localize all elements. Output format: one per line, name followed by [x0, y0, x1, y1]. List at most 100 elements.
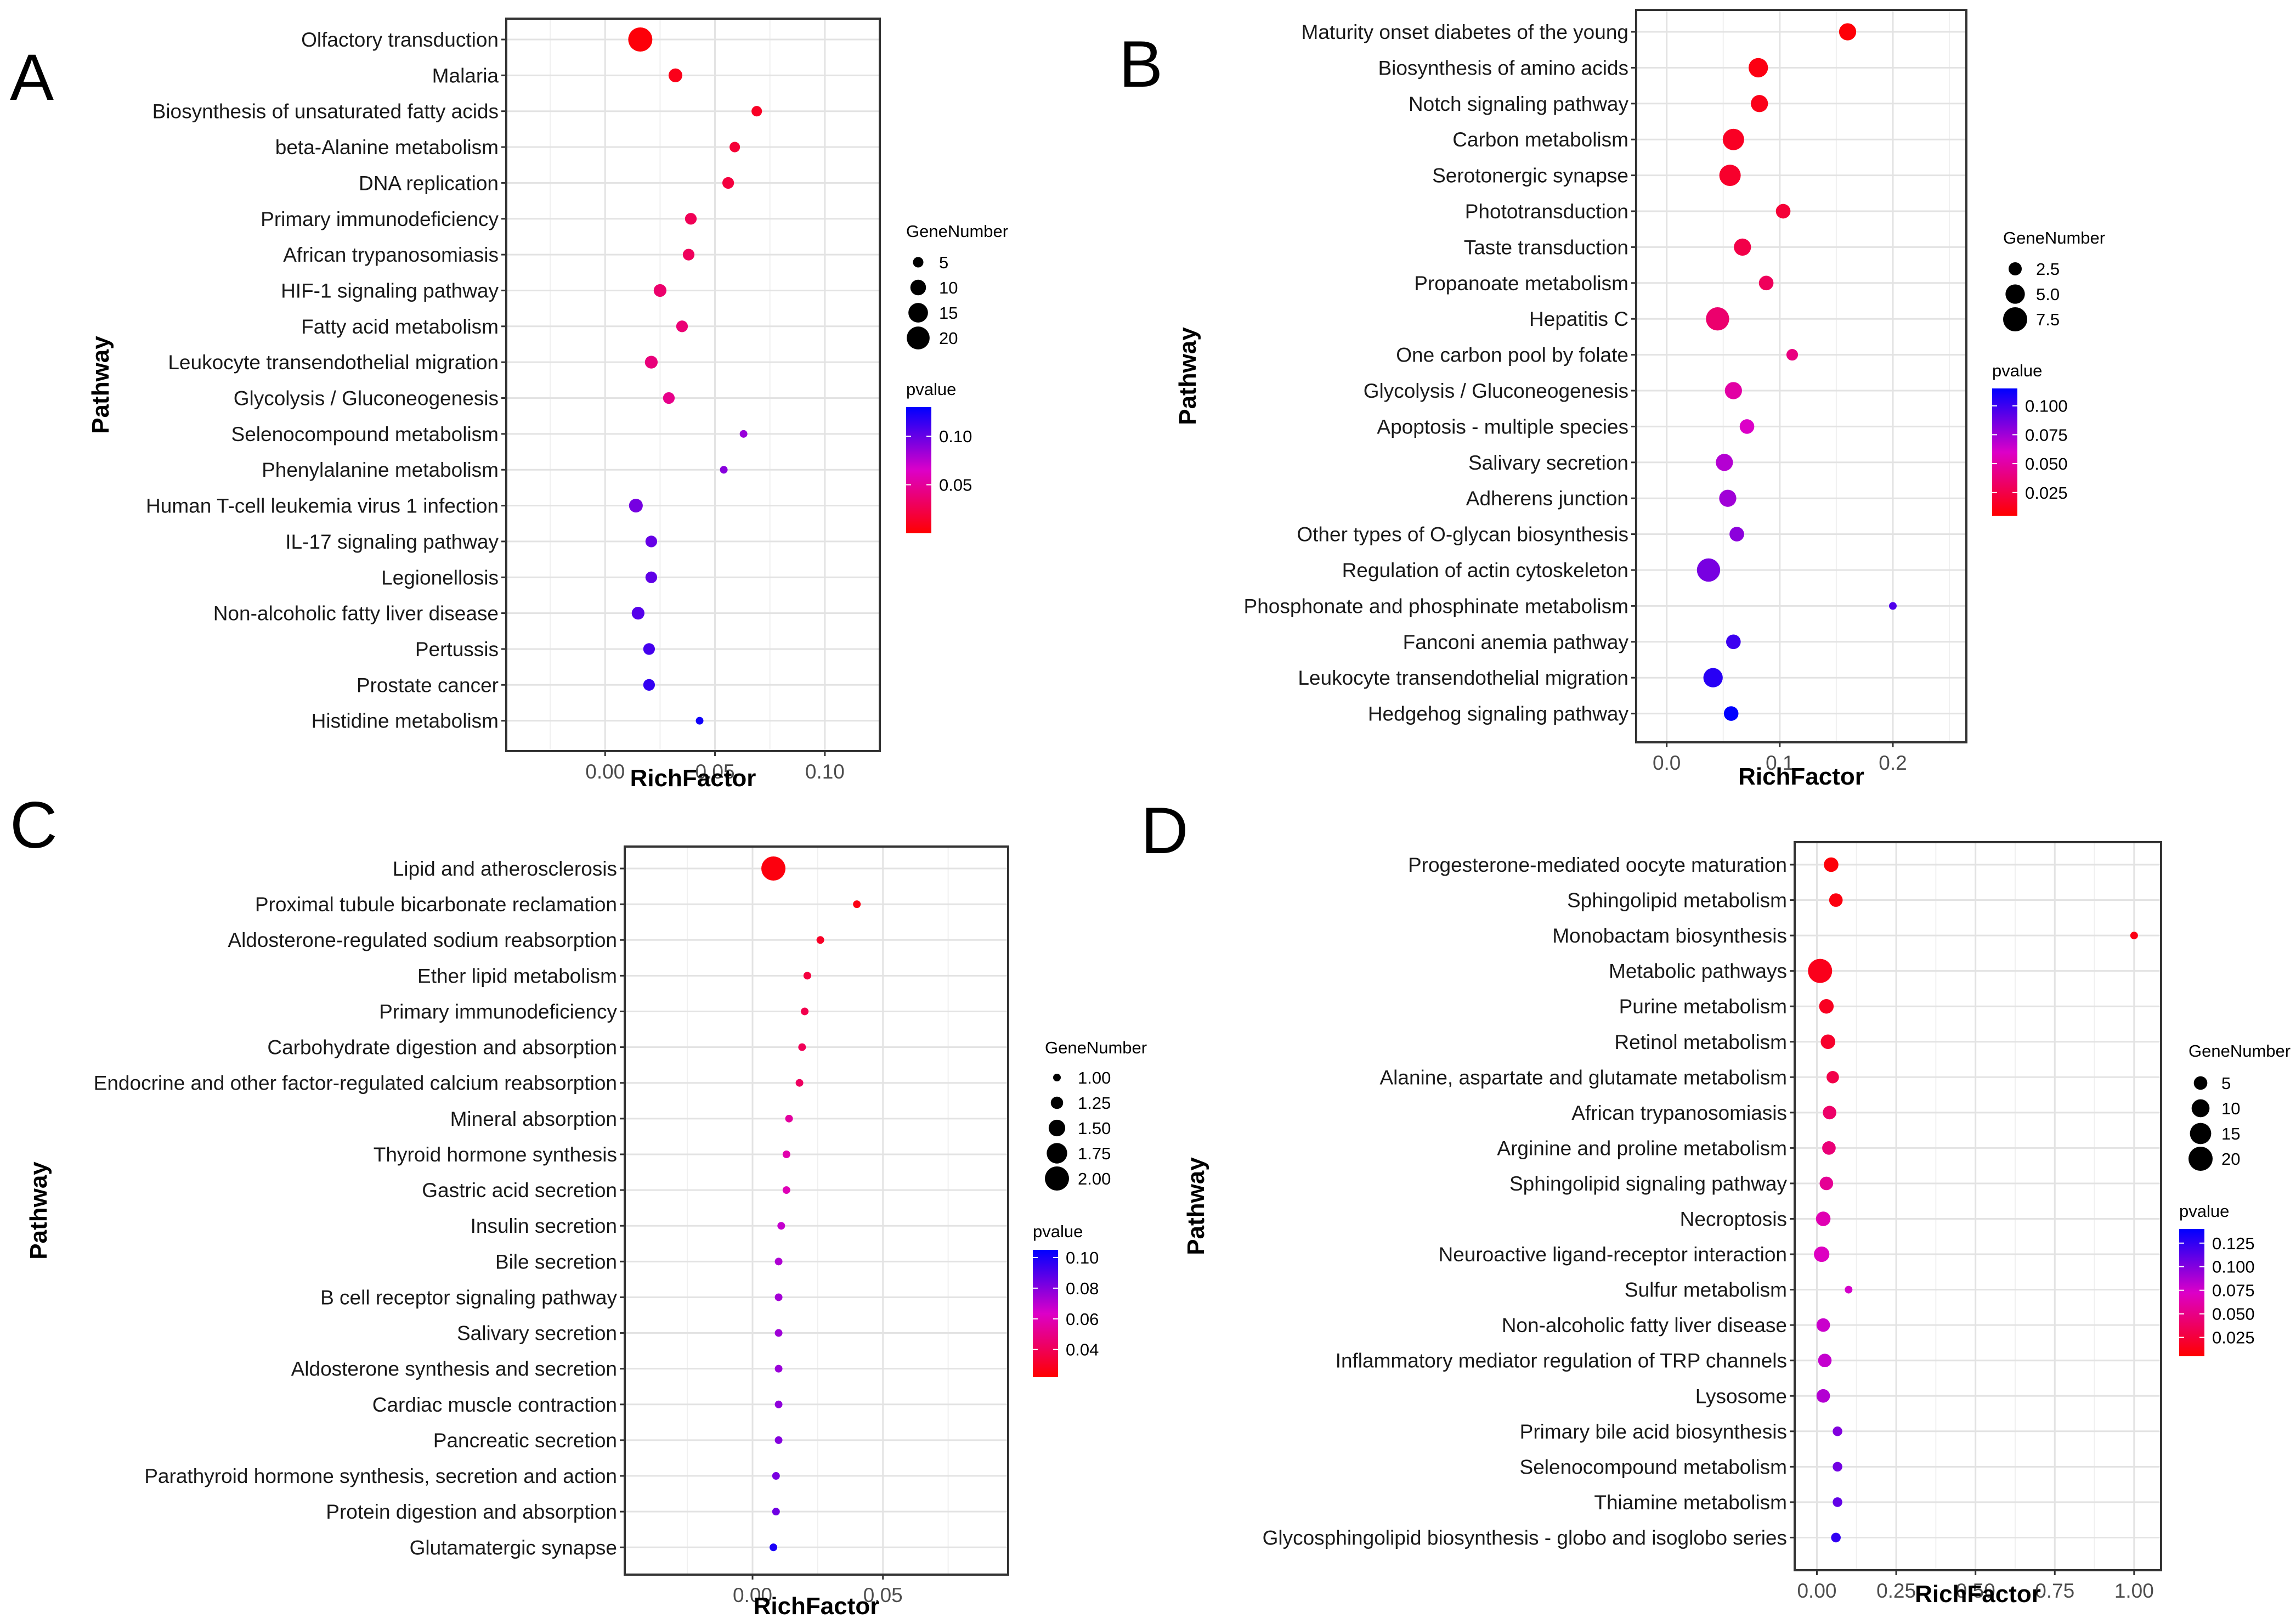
- category-label: Selenocompound metabolism: [231, 423, 499, 446]
- data-point: [1888, 602, 1897, 610]
- category-label: Ether lipid metabolism: [417, 965, 617, 987]
- data-point: [770, 1543, 778, 1552]
- size-legend-dot: [913, 257, 924, 268]
- data-point: [1833, 1462, 1842, 1472]
- category-label: Olfactory transduction: [301, 29, 499, 51]
- category-label: HIF-1 signaling pathway: [281, 279, 499, 302]
- data-point: [1758, 275, 1774, 291]
- data-point: [1716, 454, 1733, 471]
- color-legend-label: 0.08: [1066, 1279, 1099, 1298]
- data-point: [1719, 165, 1741, 187]
- data-point: [1826, 1070, 1839, 1084]
- data-point: [772, 1472, 780, 1480]
- category-label: Lipid and atherosclerosis: [393, 858, 617, 880]
- data-point: [628, 27, 653, 52]
- data-point: [1814, 1246, 1830, 1262]
- size-legend-label: 1.50: [1078, 1119, 1111, 1138]
- category-label: Leukocyte transendothelial migration: [168, 351, 499, 374]
- x-tick-label: 0.00: [1797, 1580, 1836, 1602]
- data-point: [1818, 1354, 1832, 1368]
- data-point: [785, 1114, 793, 1123]
- data-point: [722, 177, 734, 189]
- category-label: Biosynthesis of unsaturated fatty acids: [152, 100, 499, 123]
- x-tick-label: 0.00: [733, 1584, 772, 1606]
- x-axis-title: RichFactor: [1738, 763, 1864, 790]
- category-label: Prostate cancer: [357, 674, 499, 696]
- y-axis-title: Pathway: [1174, 327, 1201, 425]
- data-point: [1816, 1211, 1831, 1226]
- category-label: Purine metabolism: [1619, 995, 1787, 1018]
- data-point: [1819, 999, 1834, 1014]
- category-label: Apoptosis - multiple species: [1377, 415, 1628, 438]
- color-legend-title: pvalue: [906, 380, 956, 399]
- data-point: [803, 972, 811, 980]
- category-label: Non-alcoholic fatty liver disease: [1502, 1314, 1787, 1337]
- size-legend-title: GeneNumber: [2188, 1041, 2291, 1061]
- data-point: [1722, 128, 1744, 150]
- category-label: Glycolysis / Gluconeogenesis: [234, 387, 499, 410]
- category-label: Thiamine metabolism: [1594, 1491, 1787, 1514]
- color-bar: [2179, 1229, 2204, 1356]
- size-legend-label: 10: [2221, 1099, 2240, 1118]
- color-legend-label: 0.05: [939, 476, 972, 495]
- color-legend-label: 0.075: [2025, 425, 2068, 444]
- category-label: Parathyroid hormone synthesis, secretion…: [144, 1465, 617, 1487]
- color-legend-label: 0.050: [2212, 1305, 2255, 1324]
- data-point: [1823, 1106, 1836, 1120]
- size-legend-dot: [910, 279, 926, 296]
- color-legend-label: 0.100: [2025, 397, 2068, 416]
- size-legend-title: GeneNumber: [906, 222, 1008, 241]
- color-legend-label: 0.06: [1066, 1310, 1099, 1329]
- data-point: [761, 856, 786, 881]
- category-label: Inflammatory mediator regulation of TRP …: [1336, 1350, 1787, 1372]
- data-point: [1824, 857, 1839, 872]
- data-point: [643, 643, 655, 655]
- data-point: [1816, 1318, 1830, 1332]
- color-legend-label: 0.10: [939, 427, 972, 446]
- category-label: Glutamatergic synapse: [410, 1536, 617, 1559]
- data-point: [853, 900, 861, 909]
- category-label: beta-Alanine metabolism: [275, 136, 499, 159]
- y-axis-title: Pathway: [1183, 1157, 1209, 1255]
- data-point: [682, 249, 695, 261]
- size-legend-label: 1.00: [1078, 1068, 1111, 1087]
- data-point: [1816, 1389, 1830, 1403]
- data-point: [1734, 238, 1751, 256]
- data-point: [1719, 489, 1737, 507]
- category-label: Fanconi anemia pathway: [1403, 631, 1629, 653]
- plot-border: [1794, 841, 2162, 1571]
- color-legend-title: pvalue: [1033, 1222, 1083, 1241]
- x-tick-label: 0.0: [1653, 752, 1681, 774]
- data-point: [1726, 634, 1741, 650]
- size-legend-dot: [1048, 1119, 1066, 1137]
- size-legend-dot: [2188, 1147, 2213, 1171]
- data-point: [720, 466, 728, 474]
- category-label: One carbon pool by folate: [1396, 344, 1628, 366]
- category-label: Aldosterone synthesis and secretion: [291, 1358, 617, 1380]
- size-legend-dot: [2190, 1123, 2212, 1144]
- data-point: [644, 356, 658, 369]
- size-legend-label: 20: [939, 329, 958, 348]
- category-label: Salivary secretion: [457, 1322, 617, 1345]
- data-point: [1820, 1034, 1835, 1050]
- color-legend-label: 0.100: [2212, 1258, 2255, 1277]
- data-point: [1839, 23, 1857, 41]
- data-point: [1706, 307, 1729, 331]
- category-label: Sphingolipid metabolism: [1567, 889, 1787, 912]
- category-label: Necroptosis: [1680, 1208, 1787, 1231]
- category-label: Bile secretion: [495, 1250, 617, 1273]
- category-label: Mineral absorption: [450, 1108, 617, 1130]
- color-legend-label: 0.050: [2025, 454, 2068, 473]
- size-legend-dot: [1047, 1143, 1067, 1164]
- data-point: [774, 1400, 783, 1408]
- category-label: Hepatitis C: [1529, 308, 1628, 330]
- x-tick-label: 0.50: [1956, 1580, 1995, 1602]
- data-point: [1831, 1532, 1841, 1543]
- x-tick-label: 0.2: [1879, 752, 1907, 774]
- category-label: Retinol metabolism: [1614, 1031, 1787, 1053]
- size-legend-dot: [907, 326, 930, 349]
- x-tick-label: 0.05: [695, 760, 735, 783]
- data-point: [1723, 706, 1739, 721]
- x-tick-label: 0.00: [585, 760, 625, 783]
- color-bar: [906, 407, 931, 533]
